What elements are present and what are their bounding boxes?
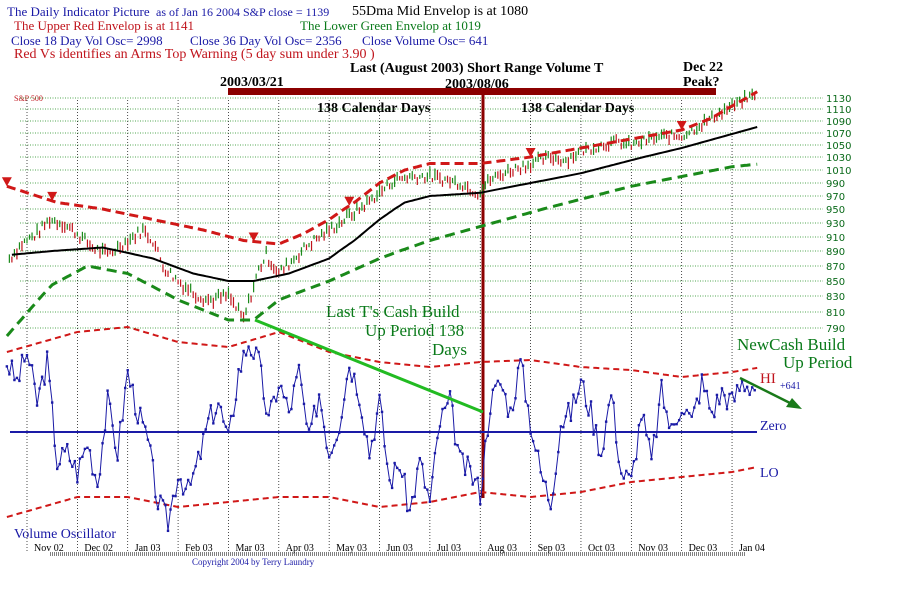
y-tick-label: 1130: [826, 94, 851, 105]
x-tick-label: Mar 03: [235, 543, 264, 554]
date-label-1: 2003/03/21: [220, 75, 284, 90]
days-label-2: 138 Calendar Days: [521, 101, 635, 116]
as-of-text: as of Jan 16 2004 S&P close = 1139: [156, 5, 330, 19]
volume-oscillator-label: Volume Oscillator: [14, 527, 117, 542]
days-label-1: 138 Calendar Days: [317, 101, 431, 116]
x-tick-label: Nov 03: [638, 543, 668, 554]
hi-label: HI: [760, 371, 776, 387]
y-tick-label: 790: [826, 324, 845, 335]
sp500-label: S&P 500: [14, 94, 43, 103]
x-tick-label: Aug 03: [487, 543, 517, 554]
lower-envelope-line: [5, 162, 758, 337]
y-tick-label: 830: [826, 292, 845, 303]
cash-build-line-1: Last T's Cash Build: [326, 302, 460, 321]
osc-close-text: Close Volume Osc= 641: [362, 33, 489, 48]
x-tick-label: Dec 03: [689, 543, 718, 554]
osc-points: [5, 345, 756, 533]
y-tick-label: 910: [826, 233, 845, 244]
osc-point: [5, 365, 9, 368]
mid-envelope-line: [11, 126, 758, 282]
newcash-line-2: Up Period: [783, 353, 853, 372]
last-thrust-label: Last (August 2003) Short Range Volume T: [350, 61, 604, 76]
x-tick-label: Apr 03: [286, 543, 314, 554]
mid-envelope-text: 55Dma Mid Envelop is at 1080: [352, 4, 529, 19]
osc-lo-envelope: [6, 466, 758, 518]
dec22-label: Dec 22: [683, 60, 724, 75]
y-tick-label: 1050: [826, 141, 851, 152]
y-tick-label: 870: [826, 262, 845, 273]
arms-warning-triangle: [344, 196, 355, 206]
arms-warning-triangle: [1, 177, 12, 187]
newcash-arrow-head: [786, 398, 802, 409]
x-tick-label: Jul 03: [437, 543, 461, 554]
x-tick-label: Feb 03: [185, 543, 213, 554]
osc18-text: Close 18 Day Vol Osc= 2998: [11, 33, 163, 48]
newcash-line-1: NewCash Build: [737, 335, 846, 354]
y-tick-label: 1010: [826, 166, 851, 177]
upper-envelope-text: The Upper Red Envelop is at 1141: [14, 18, 195, 33]
arms-warning-text: Red Vs identifies an Arms Top Warning (5…: [14, 47, 375, 62]
y-tick-label: 890: [826, 247, 845, 258]
osc-hi-envelope: [6, 325, 758, 379]
hi-value: +641: [780, 381, 801, 392]
volume-oscillator-line: [6, 344, 756, 531]
cash-build-line-3: Days: [432, 340, 467, 359]
arms-warning-triangle: [676, 121, 687, 130]
arms-warning-triangle: [248, 232, 259, 242]
upper-envelope-line: [6, 90, 758, 246]
x-tick-label: Jan 03: [135, 543, 161, 554]
y-tick-label: 1070: [826, 129, 851, 140]
y-tick-label: 850: [826, 277, 845, 288]
zero-label: Zero: [760, 419, 787, 434]
x-tick-label: Jan 04: [739, 543, 765, 554]
x-tick-label: Jun 03: [387, 543, 413, 554]
x-tick-label: Sep 03: [538, 543, 566, 554]
copyright: Copyright 2004 by Terry Laundry: [192, 557, 315, 567]
osc36-text: Close 36 Day Vol Osc= 2356: [190, 33, 342, 48]
y-tick-label: 810: [826, 308, 845, 319]
price-bars: [8, 88, 756, 323]
x-tick-label: Dec 02: [84, 543, 113, 554]
x-tick-label: Nov 02: [34, 543, 64, 554]
y-tick-label: 1030: [826, 153, 851, 164]
y-tick-label: 990: [826, 179, 845, 190]
osc-point: [753, 389, 756, 392]
chart-title: The Daily Indicator Picture: [7, 4, 150, 19]
x-tick-label: Oct 03: [588, 543, 615, 554]
y-tick-label: 1110: [826, 105, 851, 116]
arms-warning-triangle: [47, 191, 58, 201]
cash-build-line-2: Up Period 138: [365, 321, 465, 340]
peak-label: Peak?: [683, 75, 720, 90]
newcash-arrow-line: [739, 376, 793, 406]
y-tick-label: 930: [826, 219, 845, 230]
x-tick-label: May 03: [336, 543, 367, 554]
y-tick-label: 1090: [826, 117, 851, 128]
lower-envelope-text: The Lower Green Envelop at 1019: [300, 18, 481, 33]
lo-label: LO: [760, 466, 779, 481]
y-tick-label: 970: [826, 192, 845, 203]
thrust-bar: [228, 88, 716, 95]
y-tick-label: 950: [826, 205, 845, 216]
arms-warning-triangle: [525, 148, 536, 157]
cash-build-trendline: [254, 318, 484, 414]
